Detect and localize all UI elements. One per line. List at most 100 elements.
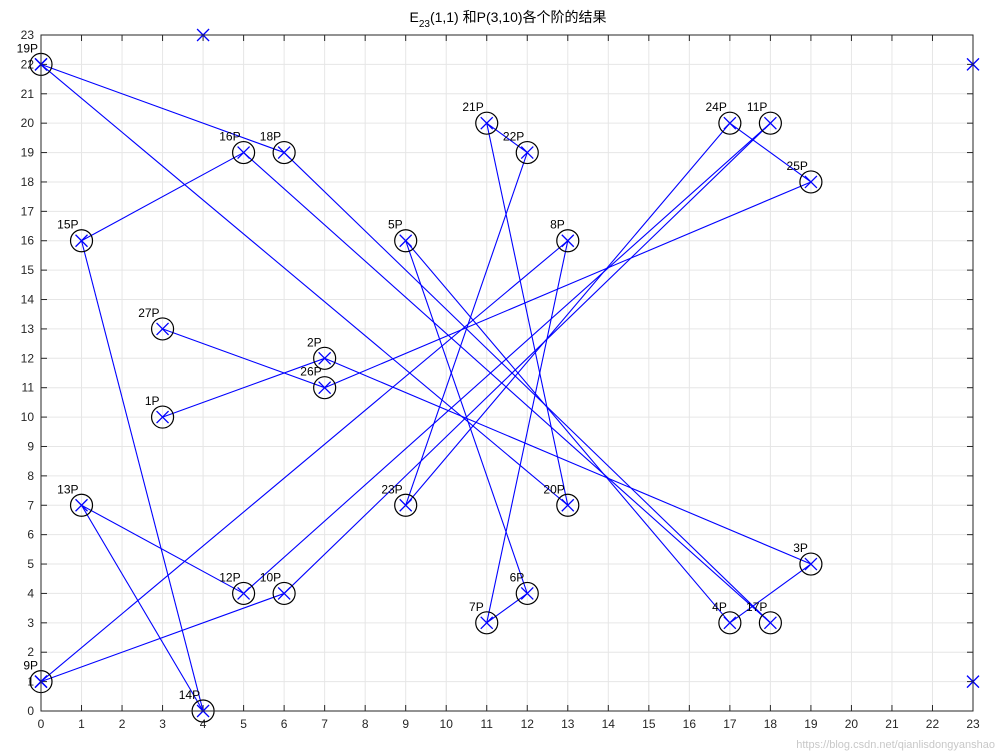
point-label: 3P — [793, 541, 808, 555]
marker-stroke — [723, 616, 737, 630]
connection-line — [324, 357, 812, 565]
x-tick-label: 19 — [804, 717, 818, 731]
connection-line — [80, 240, 204, 712]
point-label: 15P — [57, 218, 78, 232]
marker-stroke — [156, 410, 170, 424]
multiple-marker — [237, 586, 251, 600]
multiple-circle — [150, 405, 175, 429]
x-tick-label: 8 — [362, 717, 369, 731]
marker-stroke — [156, 322, 170, 336]
multiple-marker — [723, 116, 737, 130]
x-tick-label: 10 — [440, 717, 454, 731]
point-label: 12P — [219, 570, 240, 584]
y-tick-label: 9 — [27, 439, 34, 453]
point-label: 23P — [381, 482, 402, 496]
y-tick-label: 23 — [21, 28, 35, 42]
x-tick-label: 18 — [764, 717, 778, 731]
point-label: 22P — [503, 130, 524, 144]
point-label: 8P — [550, 218, 565, 232]
connection-line — [243, 122, 771, 594]
y-tick-label: 2 — [27, 645, 34, 659]
multiple-marker — [156, 322, 170, 336]
multiple-circle — [799, 552, 823, 576]
point-label: 24P — [706, 100, 727, 114]
x-tick-label: 17 — [723, 717, 737, 731]
multiple-circle — [556, 493, 580, 517]
multiple-circle — [272, 140, 296, 165]
connection-line — [40, 63, 569, 506]
point-label: 27P — [138, 306, 159, 320]
watermark: https://blog.csdn.net/qianlisdongyanshao — [796, 739, 995, 751]
multiple-marker — [520, 586, 534, 600]
connection-line — [243, 152, 771, 624]
plot-area — [41, 35, 973, 711]
x-tick-label: 6 — [281, 717, 288, 731]
y-tick-label: 13 — [21, 322, 35, 336]
marker-stroke — [723, 116, 737, 130]
x-tick-label: 23 — [966, 717, 980, 731]
y-tick-label: 6 — [27, 528, 34, 542]
x-tick-label: 20 — [845, 717, 859, 731]
multiple-marker — [399, 234, 413, 248]
multiple-circle — [313, 376, 337, 400]
connection-line — [486, 240, 569, 623]
marker-stroke — [480, 616, 494, 630]
multiple-circle — [556, 229, 580, 253]
chart-title-main: E — [409, 9, 418, 25]
y-tick-label: 17 — [21, 204, 35, 218]
point-label: 9P — [23, 659, 38, 673]
marker-stroke — [763, 616, 777, 630]
x-tick-label: 12 — [521, 717, 535, 731]
point-label: 7P — [469, 600, 484, 614]
point-label: 20P — [543, 482, 564, 496]
multiple-marker — [399, 498, 413, 512]
point-markers — [34, 28, 980, 718]
marker-stroke — [399, 498, 413, 512]
multiple-marker — [237, 146, 251, 160]
marker-stroke — [318, 351, 332, 365]
marker-stroke — [277, 146, 291, 160]
connection-line — [283, 122, 771, 594]
point-label: 11P — [747, 100, 767, 114]
point-label: 1P — [145, 394, 160, 408]
multiple-marker — [480, 616, 494, 630]
multiple-circle — [718, 611, 742, 635]
point-label: 4P — [712, 600, 727, 614]
x-tick-label: 1 — [78, 717, 85, 731]
marker-stroke — [520, 586, 534, 600]
multiple-marker — [804, 175, 818, 189]
connection-line — [324, 181, 812, 389]
y-tick-label: 4 — [27, 586, 34, 600]
connection-line — [40, 240, 569, 683]
marker-stroke — [75, 498, 88, 512]
marker-stroke — [277, 586, 291, 600]
multiple-circle — [150, 317, 175, 341]
multiple-marker — [75, 234, 88, 248]
marker-stroke — [763, 116, 777, 130]
multiple-marker — [804, 557, 818, 571]
y-tick-label: 22 — [21, 57, 35, 71]
marker-stroke — [480, 116, 494, 130]
chart-title-rest: (1,1) 和P(3,10)各个阶的结果 — [430, 9, 607, 25]
y-tick-label: 10 — [21, 410, 35, 424]
x-tick-label: 16 — [683, 717, 697, 731]
marker-stroke — [237, 586, 251, 600]
y-tick-label: 18 — [21, 175, 35, 189]
connection-line — [486, 122, 528, 154]
x-tick-label: 0 — [38, 717, 45, 731]
y-tick-label: 3 — [27, 616, 34, 630]
multiple-circle — [232, 140, 256, 165]
marker-stroke — [561, 498, 575, 512]
x-tick-label: 5 — [240, 717, 247, 731]
multiple-marker — [520, 146, 534, 160]
point-label: 2P — [307, 335, 322, 349]
marker-stroke — [520, 146, 534, 160]
marker-stroke — [561, 234, 575, 248]
point-label: 26P — [300, 365, 321, 379]
multiple-circle — [272, 581, 296, 606]
connection-line — [729, 563, 812, 624]
multiple-circle — [475, 611, 499, 635]
point-label: 14P — [179, 688, 200, 702]
connection-line — [40, 63, 285, 154]
